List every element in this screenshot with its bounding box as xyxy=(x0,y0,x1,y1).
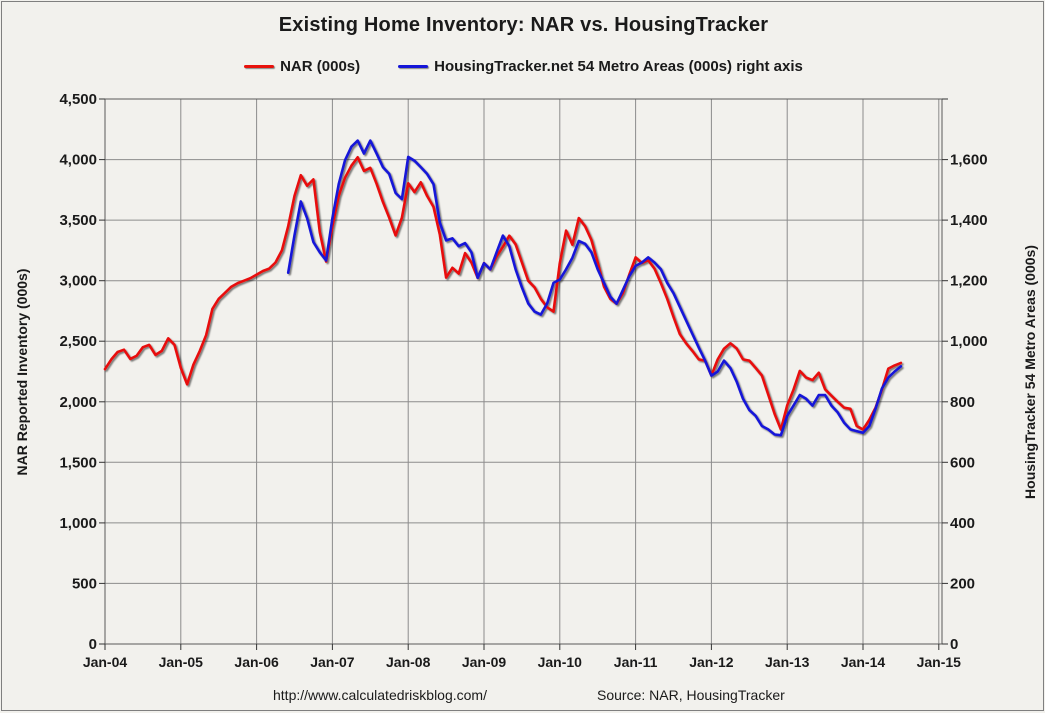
svg-text:Jan-08: Jan-08 xyxy=(386,654,431,670)
svg-text:4,500: 4,500 xyxy=(59,91,97,108)
svg-text:500: 500 xyxy=(72,575,97,592)
svg-text:0: 0 xyxy=(950,636,958,653)
svg-text:Jan-15: Jan-15 xyxy=(917,654,962,670)
svg-text:Jan-11: Jan-11 xyxy=(614,654,658,670)
svg-text:Jan-06: Jan-06 xyxy=(234,654,279,670)
svg-text:Jan-04: Jan-04 xyxy=(83,654,128,670)
svg-text:1,000: 1,000 xyxy=(59,515,97,532)
svg-text:200: 200 xyxy=(950,575,975,592)
svg-text:400: 400 xyxy=(950,515,975,532)
svg-text:1,500: 1,500 xyxy=(59,454,97,471)
svg-text:2,000: 2,000 xyxy=(59,394,97,411)
svg-text:1,400: 1,400 xyxy=(950,212,988,229)
svg-text:2,500: 2,500 xyxy=(59,333,97,350)
svg-text:4,000: 4,000 xyxy=(59,152,97,169)
svg-text:1,200: 1,200 xyxy=(950,273,988,290)
svg-text:Jan-12: Jan-12 xyxy=(689,654,734,670)
svg-text:600: 600 xyxy=(950,454,975,471)
svg-text:Jan-05: Jan-05 xyxy=(159,654,204,670)
svg-text:800: 800 xyxy=(950,394,975,411)
svg-text:Jan-09: Jan-09 xyxy=(462,654,507,670)
svg-text:Jan-14: Jan-14 xyxy=(841,654,886,670)
svg-text:3,500: 3,500 xyxy=(59,212,97,229)
svg-text:1,000: 1,000 xyxy=(950,333,988,350)
svg-text:Jan-07: Jan-07 xyxy=(310,654,355,670)
svg-text:3,000: 3,000 xyxy=(59,273,97,290)
svg-text:Jan-10: Jan-10 xyxy=(538,654,583,670)
svg-text:1,600: 1,600 xyxy=(950,152,988,169)
svg-text:0: 0 xyxy=(89,636,97,653)
svg-text:Jan-13: Jan-13 xyxy=(765,654,810,670)
